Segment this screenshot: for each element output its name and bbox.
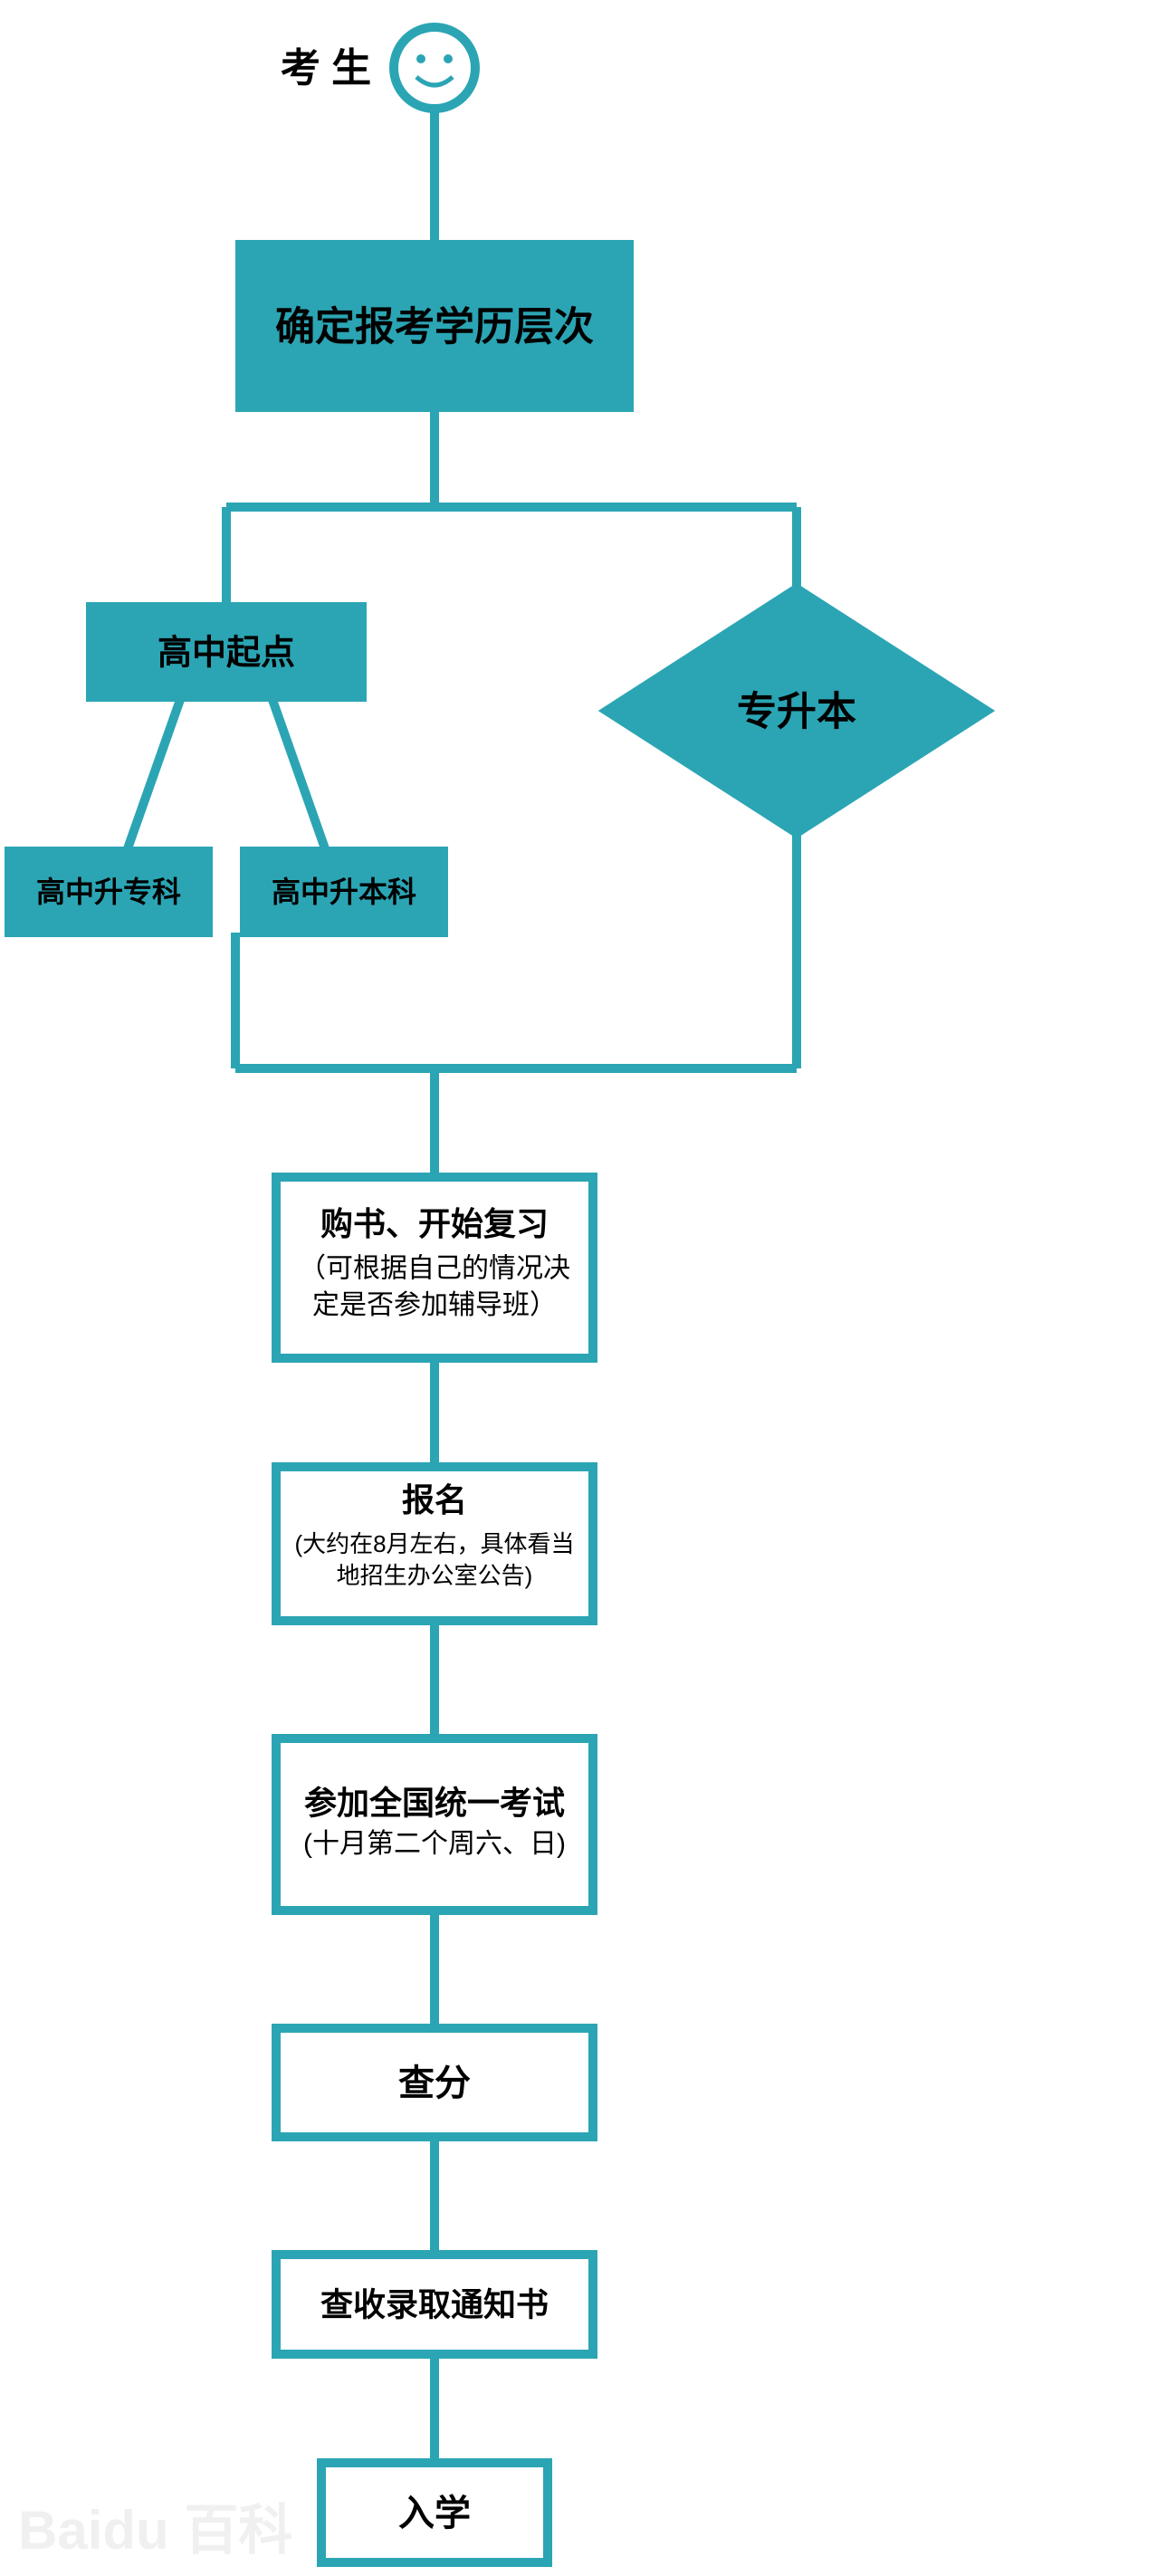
node-n2: 高中起点 <box>91 607 362 697</box>
node-n1-line-0: 确定报考学历层次 <box>275 304 594 349</box>
node-n3: 专升本 <box>607 589 987 833</box>
node-n8-line-1: (十月第二个周六、日) <box>303 1829 566 1859</box>
node-n9-line-0: 查分 <box>398 2064 471 2103</box>
node-n7-line-2: 地招生办公室公告) <box>337 1562 533 1589</box>
start-actor: 考 生 <box>281 27 475 109</box>
node-n1: 确定报考学历层次 <box>240 244 629 407</box>
node-n4: 高中升专科 <box>9 851 208 933</box>
node-n2-line-0: 高中起点 <box>158 634 295 672</box>
node-n11-line-0: 入学 <box>398 2494 471 2533</box>
node-n11: 入学 <box>321 2463 548 2562</box>
node-n7-line-1: (大约在8月左右，具体看当 <box>294 1530 574 1557</box>
node-n6: 购书、开始复习 （可根据自己的情况决定是否参加辅导班） <box>276 1177 593 1358</box>
watermark: Baidu 百科 <box>18 2500 292 2561</box>
node-n6-line-1: （可根据自己的情况决 <box>299 1254 570 1284</box>
node-n3-line-0: 专升本 <box>737 689 856 733</box>
node-n6-line-0: 购书、开始复习 <box>320 1205 549 1242</box>
node-n6-line-2: 定是否参加辅导班） <box>312 1290 557 1320</box>
node-n7-line-0: 报名 <box>402 1481 467 1518</box>
node-n5: 高中升本科 <box>244 851 444 933</box>
node-n7: 报名 (大约在8月左右，具体看当地招生办公室公告) <box>276 1467 593 1621</box>
node-n4-line-0: 高中升专科 <box>36 876 181 908</box>
node-n5-line-0: 高中升本科 <box>272 876 416 908</box>
node-n10-line-0: 查收录取通知书 <box>320 2286 549 2323</box>
node-n9: 查分 <box>276 2028 593 2137</box>
node-n8-line-0: 参加全国统一考试 <box>304 1784 565 1821</box>
node-n10: 查收录取通知书 <box>276 2255 593 2354</box>
node-n8: 参加全国统一考试 (十月第二个周六、日) <box>276 1738 593 1910</box>
start-label: 考 生 <box>281 46 371 91</box>
